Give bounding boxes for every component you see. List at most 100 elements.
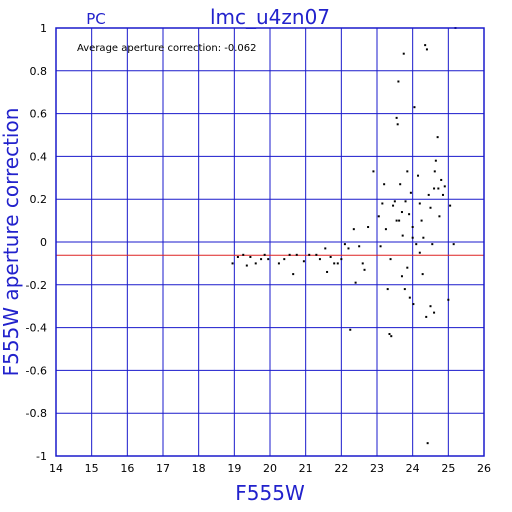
- data-point: [333, 262, 336, 265]
- data-point: [418, 202, 421, 205]
- data-point: [411, 226, 414, 229]
- data-point: [242, 253, 245, 256]
- data-point: [413, 106, 416, 109]
- data-point: [377, 215, 380, 218]
- data-point: [326, 270, 329, 273]
- data-point: [329, 255, 332, 258]
- data-point: [427, 193, 430, 196]
- y-tick-label: -0.4: [26, 322, 47, 335]
- data-point: [433, 311, 436, 314]
- x-tick-label: 15: [85, 462, 99, 475]
- data-point: [412, 303, 415, 306]
- data-point: [433, 187, 436, 190]
- data-point: [429, 305, 432, 308]
- data-point: [400, 275, 403, 278]
- data-point: [352, 228, 355, 231]
- data-point: [398, 219, 401, 222]
- x-tick-label: 26: [477, 462, 491, 475]
- data-point: [449, 204, 452, 207]
- data-point: [402, 52, 405, 55]
- data-point: [249, 255, 252, 258]
- data-point: [354, 281, 357, 284]
- data-point: [288, 253, 291, 256]
- y-tick-label: 0: [40, 236, 47, 249]
- y-tick-label: -1: [36, 450, 47, 463]
- data-point: [403, 288, 406, 291]
- data-point: [231, 262, 234, 265]
- data-point: [452, 243, 455, 246]
- data-point: [397, 80, 400, 83]
- x-tick-labels: 14 15 16 17 18 19 20 21 22 23 24 25 26: [49, 462, 491, 475]
- data-point: [336, 262, 339, 265]
- chart-title: lmc_u4zn07: [210, 5, 330, 29]
- data-point: [447, 298, 450, 301]
- data-point: [422, 236, 425, 239]
- y-tick-label: -0.8: [26, 407, 47, 420]
- data-point: [436, 136, 439, 139]
- data-point: [437, 187, 440, 190]
- y-tick-label: -0.2: [26, 279, 47, 292]
- data-point: [408, 213, 411, 216]
- plot-frame: [55, 27, 485, 457]
- data-point: [434, 159, 437, 162]
- x-tick-label: 14: [49, 462, 63, 475]
- data-point: [395, 116, 398, 119]
- data-point: [421, 273, 424, 276]
- data-point: [425, 315, 428, 318]
- data-point: [400, 211, 403, 214]
- data-point: [383, 183, 386, 186]
- y-tick-label: 0.4: [30, 150, 48, 163]
- x-tick-label: 16: [120, 462, 134, 475]
- y-tick-label: 1: [40, 22, 47, 35]
- data-point: [340, 258, 343, 261]
- data-point: [254, 262, 257, 265]
- data-point: [363, 268, 366, 271]
- x-tick-label: 19: [227, 462, 241, 475]
- data-point: [386, 288, 389, 291]
- data-point: [425, 48, 428, 51]
- data-point: [433, 170, 436, 173]
- data-point: [443, 185, 446, 188]
- y-tick-label: 0.2: [30, 193, 48, 206]
- data-point: [395, 219, 398, 222]
- data-point: [358, 245, 361, 248]
- data-point: [393, 200, 396, 203]
- data-point: [440, 178, 443, 181]
- data-point: [245, 264, 248, 267]
- data-point: [267, 258, 270, 261]
- annotation-average: Average aperture correction: -0.062: [77, 43, 257, 54]
- data-point: [343, 243, 346, 246]
- data-point: [390, 335, 393, 338]
- data-point: [411, 236, 414, 239]
- reference-lines: [56, 241, 484, 256]
- x-tick-label: 24: [406, 462, 420, 475]
- data-point: [302, 260, 305, 263]
- data-point: [401, 234, 404, 237]
- data-point: [277, 262, 280, 265]
- data-point: [429, 206, 432, 209]
- data-point: [404, 200, 407, 203]
- data-point: [420, 219, 423, 222]
- x-tick-label: 17: [156, 462, 170, 475]
- data-point: [392, 204, 395, 207]
- data-point: [415, 243, 418, 246]
- y-tick-label: -0.6: [26, 364, 47, 377]
- data-point: [381, 202, 384, 205]
- y-tick-labels: -1 -0.8 -0.6 -0.4 -0.2 0 0.2 0.4 0.6 0.8 1: [26, 22, 47, 463]
- data-point: [406, 266, 409, 269]
- data-point: [408, 296, 411, 299]
- data-point: [349, 328, 352, 331]
- data-point: [318, 258, 321, 261]
- data-point: [388, 333, 391, 336]
- x-axis-label: F555W: [235, 481, 305, 505]
- data-point: [308, 253, 311, 256]
- y-tick-label: 0.8: [30, 65, 48, 78]
- x-tick-label: 20: [263, 462, 277, 475]
- data-point: [424, 44, 427, 47]
- data-point: [426, 442, 429, 445]
- x-tick-label: 22: [334, 462, 348, 475]
- data-point: [431, 243, 434, 246]
- data-point: [409, 191, 412, 194]
- grid-lines: [56, 28, 484, 456]
